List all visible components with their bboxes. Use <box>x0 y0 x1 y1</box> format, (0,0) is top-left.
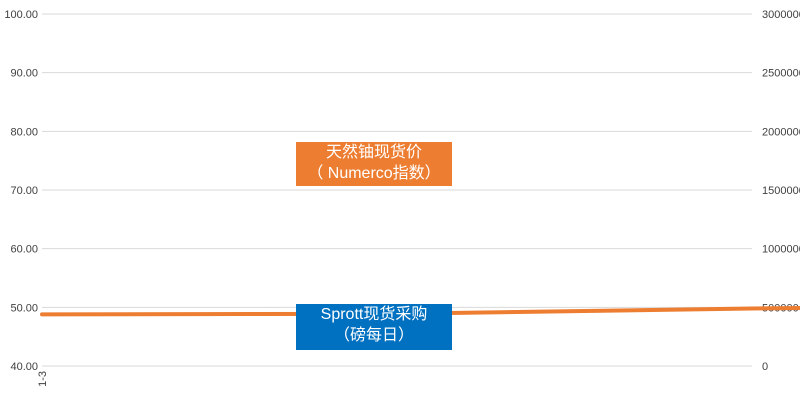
right-tick-label: 2000000 <box>762 126 800 138</box>
left-tick-label: 70.00 <box>10 185 38 197</box>
left-tick-label: 40.00 <box>10 361 38 373</box>
uranium-label-line1: 天然铀现货价 <box>325 144 422 161</box>
x-axis-ticks: 1-31-101-171-241-312-72-142-212-283-73-1… <box>37 371 49 387</box>
left-tick-label: 80.00 <box>10 126 38 138</box>
left-tick-label: 60.00 <box>10 244 38 256</box>
left-tick-label: 90.00 <box>10 68 38 80</box>
right-axis-ticks: 0500000100000015000002000000250000030000… <box>762 9 800 373</box>
right-tick-label: 0 <box>762 361 768 373</box>
right-tick-label: 3000000 <box>762 9 800 21</box>
left-axis-ticks: 40.00 50.00 60.00 70.00 80.00 90.00 100.00 <box>4 9 38 373</box>
left-tick-label: 100.00 <box>4 9 38 21</box>
right-tick-label: 2500000 <box>762 68 800 80</box>
uranium-price-line <box>40 306 800 317</box>
sprott-series-label: Sprott现货采购 （磅每日） <box>296 304 452 350</box>
sprott-label-line2: （磅每日） <box>333 327 414 344</box>
left-tick-label: 50.00 <box>10 302 38 314</box>
right-tick-label: 1000000 <box>762 244 800 256</box>
gridlines <box>42 13 752 367</box>
right-tick-label: 1500000 <box>762 185 800 197</box>
uranium-label-line2: （ Numerco指数） <box>307 165 441 182</box>
x-tick-label: 1-3 <box>37 371 49 387</box>
sprott-label-line1: Sprott现货采购 <box>320 306 428 323</box>
uranium-series-label: 天然铀现货价 （ Numerco指数） <box>296 142 452 186</box>
